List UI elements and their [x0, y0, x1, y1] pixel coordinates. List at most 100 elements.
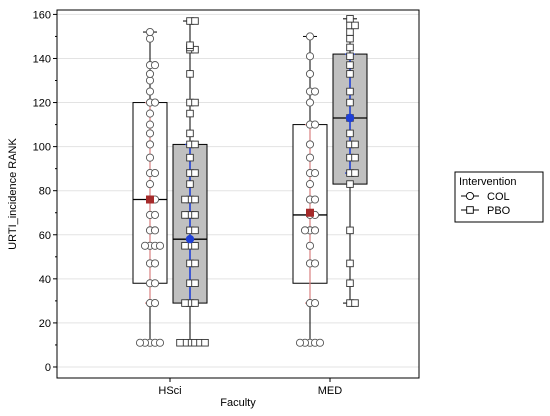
- data-point: [346, 70, 354, 78]
- data-point: [191, 226, 199, 235]
- data-point: [346, 87, 354, 96]
- grid-lines: [57, 13, 419, 368]
- box-series: [132, 15, 368, 347]
- y-tick-label: 100: [33, 142, 51, 154]
- data-point: [145, 69, 155, 78]
- mean-marker: [146, 195, 154, 204]
- y-tick-label: 60: [39, 230, 51, 242]
- data-point: [305, 153, 315, 162]
- data-point: [346, 98, 354, 107]
- data-point: [351, 21, 359, 30]
- data-point: [305, 180, 315, 189]
- data-point: [186, 129, 194, 138]
- data-point: [150, 98, 160, 107]
- data-point: [346, 34, 354, 43]
- y-tick-label: 120: [33, 98, 51, 110]
- data-point: [150, 279, 160, 288]
- data-point: [181, 299, 189, 307]
- data-point: [150, 299, 160, 308]
- data-point: [305, 52, 315, 61]
- x-axis-title: Faculty: [220, 397, 256, 409]
- data-point: [191, 259, 199, 268]
- data-point: [346, 61, 354, 69]
- data-point: [145, 34, 155, 43]
- data-point: [191, 279, 199, 287]
- mean-marker: [185, 234, 195, 244]
- y-tick-label: 40: [39, 274, 51, 286]
- data-point: [346, 259, 354, 268]
- box-col-hsci: [132, 27, 168, 347]
- legend-entry-label: COL: [487, 191, 510, 203]
- data-point: [150, 210, 160, 219]
- data-point: [310, 87, 320, 96]
- data-point: [191, 98, 199, 107]
- legend-entry-label: PBO: [487, 205, 511, 217]
- data-point: [186, 180, 194, 188]
- box-col-med: [292, 32, 328, 347]
- box-pbo-hsci: [172, 17, 209, 347]
- data-point: [191, 140, 199, 149]
- data-point: [351, 140, 359, 149]
- data-point: [310, 299, 320, 308]
- data-point: [305, 32, 315, 41]
- data-point: [346, 43, 354, 52]
- y-tick-label: 0: [45, 362, 51, 374]
- x-tick-label: MED: [318, 385, 343, 397]
- data-point: [145, 153, 155, 162]
- data-point: [351, 299, 359, 307]
- data-point: [176, 338, 184, 347]
- x-tick-label: HSci: [158, 385, 181, 397]
- data-point: [150, 226, 160, 235]
- data-point: [310, 169, 320, 178]
- data-point: [305, 69, 315, 78]
- data-point: [310, 226, 320, 235]
- data-point: [150, 259, 160, 268]
- mean-marker: [306, 208, 314, 217]
- data-point: [305, 241, 315, 250]
- data-point: [145, 129, 155, 138]
- data-point: [346, 180, 354, 188]
- data-point: [310, 120, 320, 129]
- data-point: [305, 98, 315, 107]
- data-point: [191, 211, 199, 219]
- data-point: [181, 242, 189, 250]
- data-point: [305, 140, 315, 149]
- data-point: [310, 195, 320, 204]
- data-point: [140, 241, 150, 250]
- data-point: [346, 279, 354, 287]
- data-point: [201, 338, 209, 347]
- plot-frame: [56, 9, 420, 379]
- data-point: [351, 169, 359, 177]
- data-point: [145, 87, 155, 96]
- box-pbo-med: [332, 15, 368, 307]
- data-point: [310, 259, 320, 268]
- data-point: [351, 153, 359, 162]
- legend-circle-marker: [465, 191, 475, 201]
- data-point: [155, 338, 165, 347]
- data-point: [181, 195, 189, 204]
- y-axis-title: URTI_incidence RANK: [7, 138, 19, 250]
- y-tick-label: 20: [39, 318, 51, 330]
- data-point: [191, 299, 199, 307]
- data-point: [145, 76, 155, 85]
- data-point: [135, 338, 145, 347]
- y-tick-label: 140: [33, 53, 51, 65]
- data-point: [191, 169, 199, 177]
- legend: Intervention COL PBO: [454, 171, 544, 223]
- data-point: [150, 61, 160, 70]
- y-axis: 0 20 40 60 80 100 120 140 160: [33, 9, 57, 374]
- x-axis: HSci MED: [158, 378, 342, 397]
- data-point: [295, 338, 305, 347]
- data-point: [145, 140, 155, 149]
- data-point: [346, 15, 354, 23]
- data-point: [191, 17, 199, 25]
- data-point: [346, 129, 354, 138]
- data-point: [191, 195, 199, 204]
- data-point: [181, 211, 189, 219]
- y-tick-label: 80: [39, 186, 51, 198]
- data-point: [315, 338, 325, 347]
- data-point: [145, 120, 155, 129]
- data-point: [191, 242, 199, 250]
- data-point: [145, 180, 155, 189]
